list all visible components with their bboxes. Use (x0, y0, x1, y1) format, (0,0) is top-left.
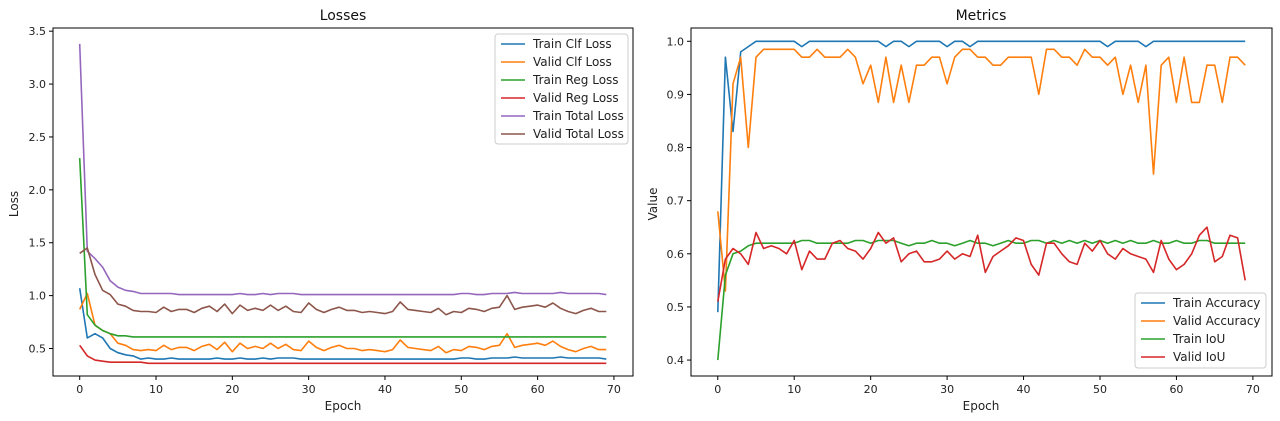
y-tick-label: 0.6 (667, 248, 685, 261)
x-tick-label: 50 (1093, 383, 1107, 396)
x-tick-label: 0 (714, 383, 721, 396)
legend-entry: Train Clf Loss (532, 37, 612, 51)
legend-entry: Valid Accuracy (1173, 314, 1261, 328)
series-line-valid-iou (717, 226, 1246, 302)
plot-frame (690, 27, 1273, 377)
legend-entry: Valid Clf Loss (533, 55, 612, 69)
series-line-train-clf-loss (78, 288, 607, 360)
tick-labels: 0 10 20 30 40 50 60 70 0.4 0.5 0.6 0.7 0.8 0.9 1.0 (667, 35, 1260, 396)
legend-entry: Train Accuracy (1172, 296, 1260, 310)
y-tick-label: 1.0 (667, 35, 685, 48)
x-tick-label: 0 (76, 383, 83, 396)
y-tick-label: 0.5 (667, 301, 685, 314)
legend-entry: Valid Total Loss (533, 127, 624, 141)
y-tick-label: 2.5 (29, 131, 47, 144)
x-tick-label: 40 (1017, 383, 1031, 396)
x-tick-label: 20 (225, 383, 239, 396)
legend-box (1134, 292, 1267, 369)
x-tick-label: 20 (864, 383, 878, 396)
series-line-valid-accuracy (717, 48, 1246, 292)
chart-title: Metrics (956, 8, 1007, 24)
series-line-valid-clf-loss (78, 292, 607, 354)
x-axis-label: Epoch (963, 399, 1000, 413)
chart-title: Losses (320, 8, 367, 24)
y-tick-label: 1.0 (29, 290, 47, 303)
x-tick-label: 50 (454, 383, 468, 396)
legend-entry: Valid Reg Loss (533, 91, 619, 105)
y-axis-label: Loss (7, 191, 21, 217)
y-tick-label: 3.5 (29, 25, 47, 38)
y-tick-label: 0.5 (29, 342, 47, 355)
plot-frame (52, 27, 634, 377)
series-line-valid-reg-loss (79, 344, 607, 365)
y-tick-label: 1.5 (29, 237, 47, 250)
y-tick-label: 0.4 (667, 354, 685, 367)
x-tick-label: 60 (1169, 383, 1183, 396)
x-tick-label: 70 (607, 383, 621, 396)
legend-box (494, 33, 629, 145)
y-tick-label: 0.8 (667, 142, 685, 155)
series-line-train-reg-loss (78, 158, 607, 338)
x-tick-label: 30 (940, 383, 954, 396)
series-line-train-total-loss (78, 43, 607, 296)
legend-entry: Train Reg Loss (532, 73, 619, 87)
x-tick-label: 60 (531, 383, 545, 396)
x-tick-label: 40 (378, 383, 392, 396)
legend-entry: Train IoU (1172, 332, 1225, 346)
x-tick-label: 10 (149, 383, 163, 396)
x-tick-label: 10 (787, 383, 801, 396)
y-tick-label: 0.7 (667, 195, 685, 208)
x-tick-label: 30 (302, 383, 316, 396)
x-axis-label: Epoch (325, 399, 362, 413)
losses-chart: Losses Epoch Loss 0 10 20 30 40 50 60 70 0.5 1.0 1… (7, 8, 634, 413)
y-tick-label: 2.0 (29, 184, 47, 197)
tick-labels: 0 10 20 30 40 50 60 70 0.5 1.0 1.5 2.0 2.5 3.0 3.5 (29, 25, 621, 396)
series-lines (717, 40, 1246, 361)
series-line-valid-total-loss (79, 247, 607, 316)
series-line-train-accuracy (717, 40, 1246, 313)
y-tick-label: 3.0 (29, 78, 47, 91)
series-lines (78, 43, 607, 365)
legend-entry: Train Total Loss (532, 109, 624, 123)
legend-entry: Valid IoU (1173, 350, 1225, 364)
y-tick-label: 0.9 (667, 88, 685, 101)
y-axis-label: Value (646, 188, 660, 221)
metrics-chart: Metrics Epoch Value 0 10 20 30 40 50 60 70 0.4 0.… (646, 8, 1273, 413)
legend: Train Accuracy Valid Accuracy Train IoU Val… (1134, 292, 1267, 369)
legend: Train Clf Loss Valid Clf Loss Train Reg Lo… (494, 33, 629, 145)
series-line-train-iou (717, 239, 1246, 361)
x-tick-label: 70 (1246, 383, 1260, 396)
